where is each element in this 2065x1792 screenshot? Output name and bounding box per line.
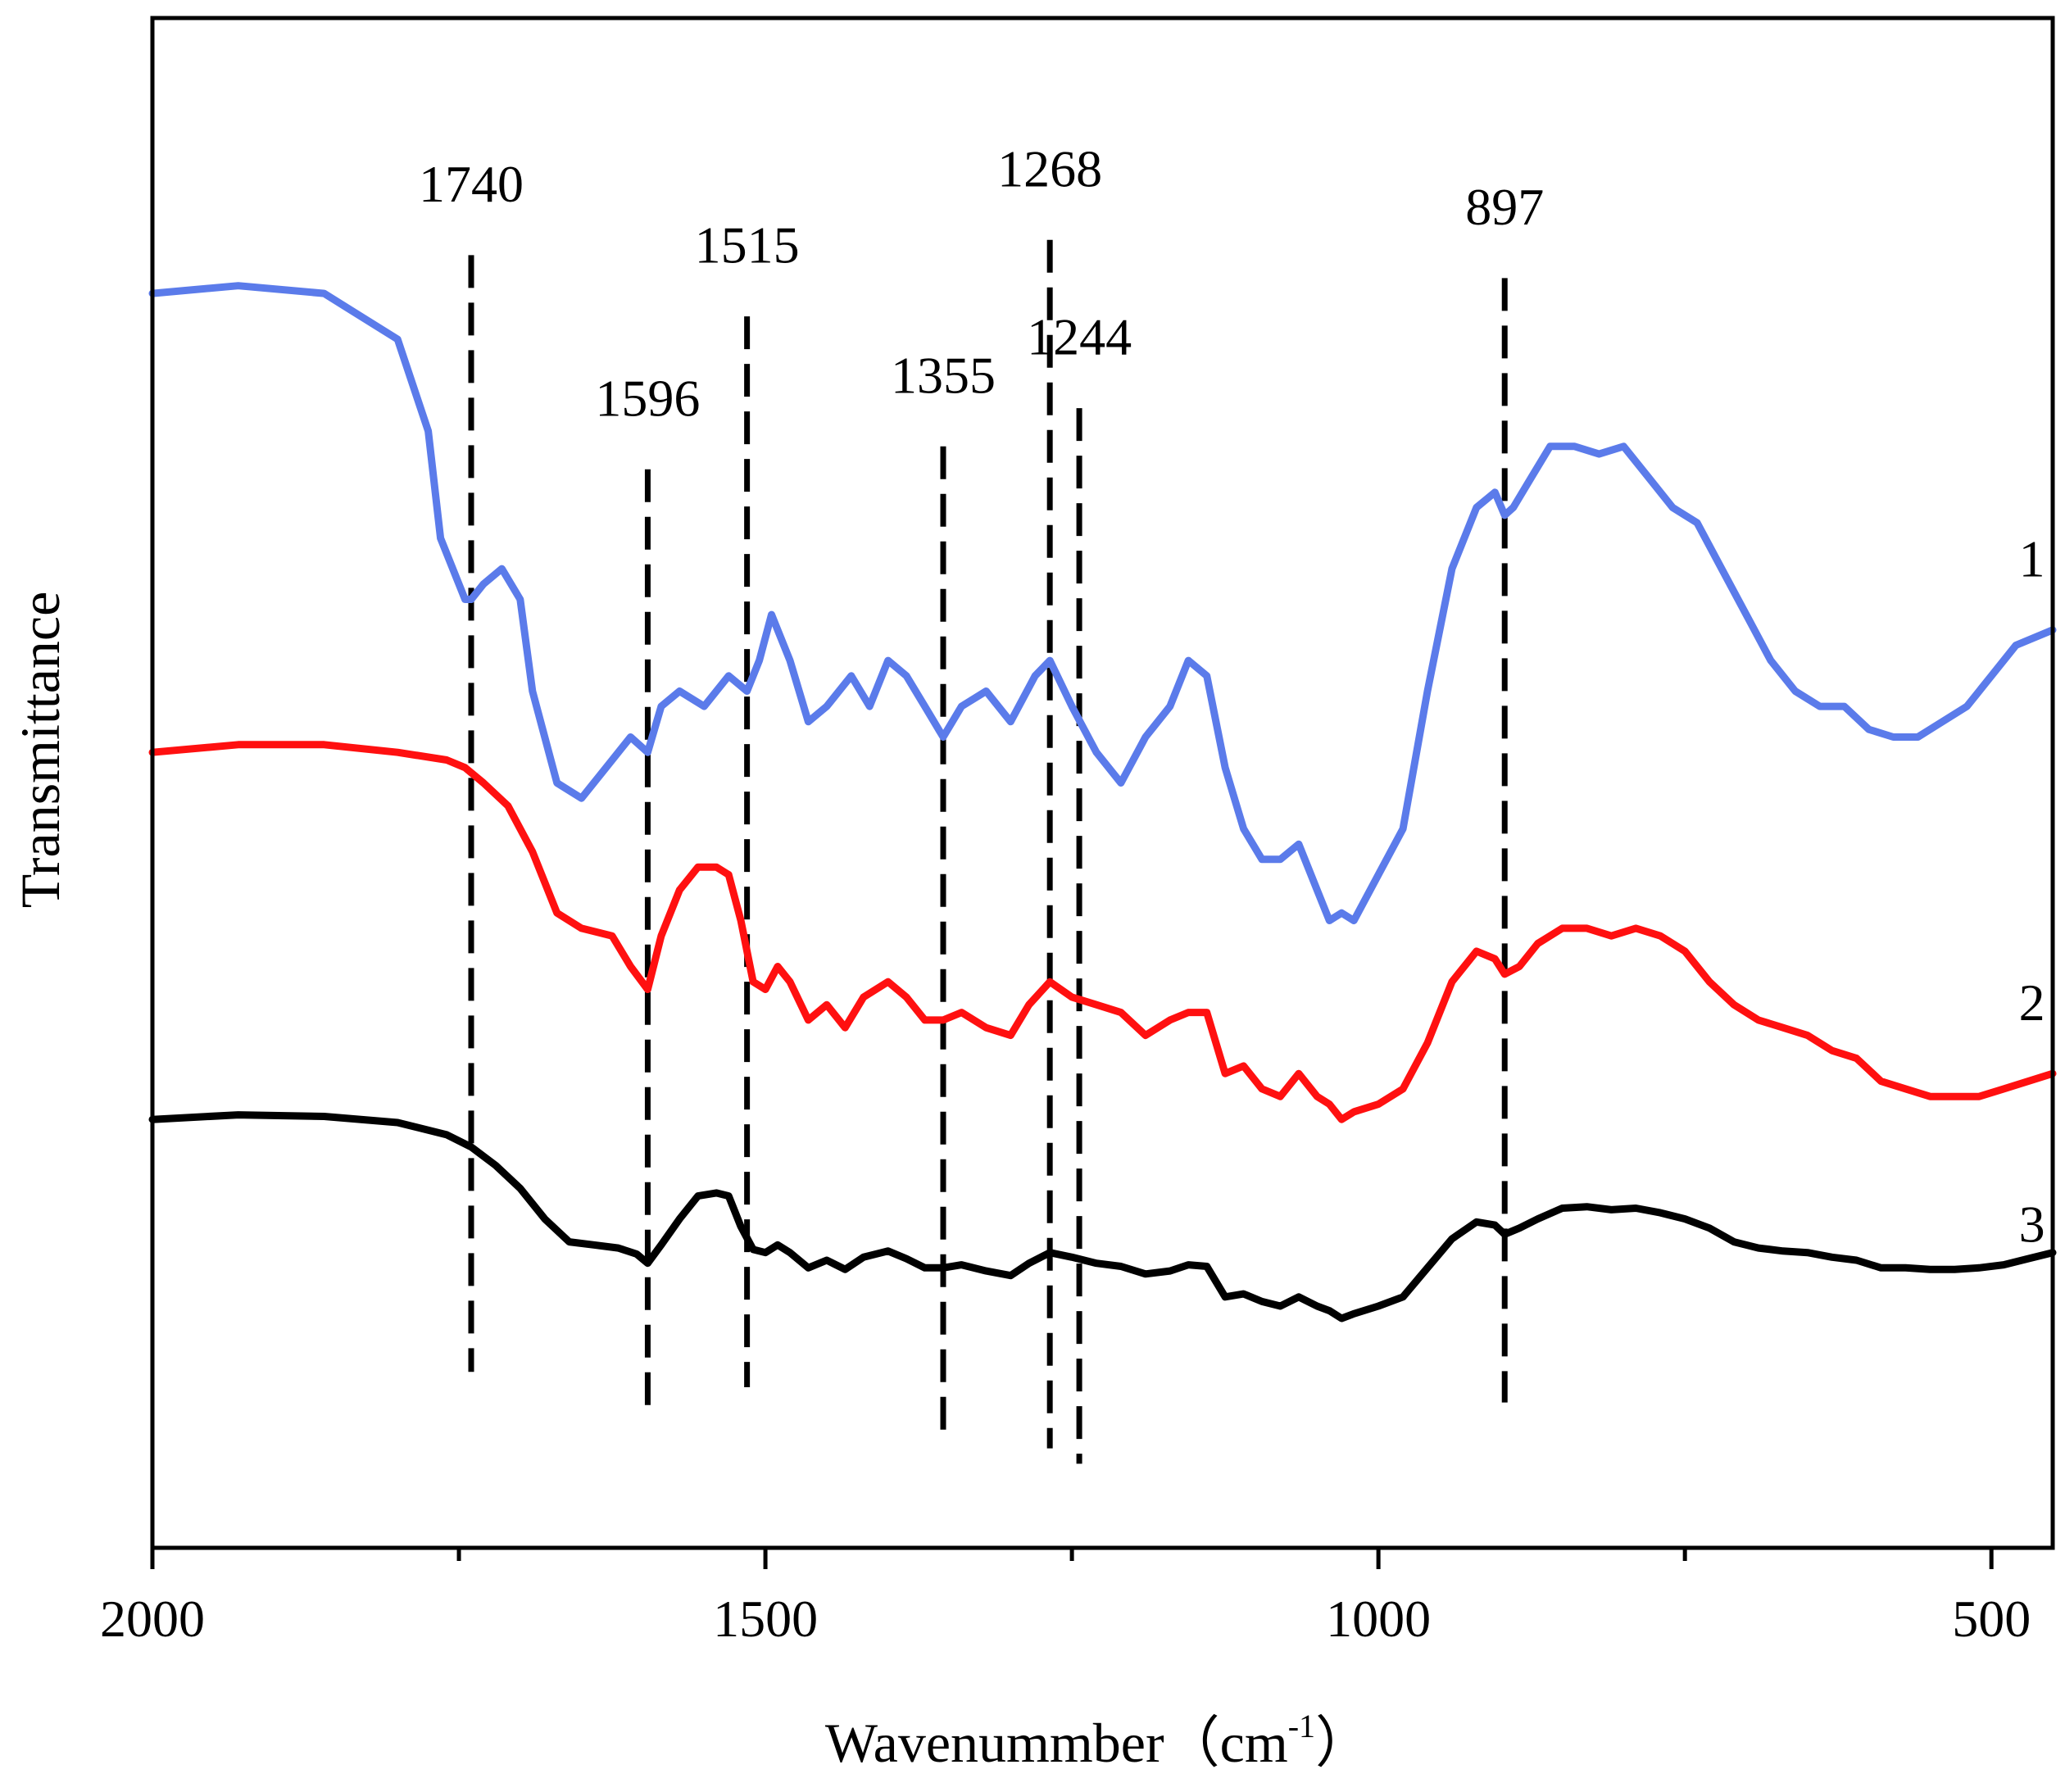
x-axis-tick-labels: 2000 1500 1000 500 bbox=[100, 1590, 2031, 1648]
x-tick-label-500: 500 bbox=[1952, 1590, 2031, 1648]
series-labels: 1 2 3 bbox=[2019, 529, 2045, 1253]
series-line-1 bbox=[148, 282, 2057, 924]
y-axis-title: Transmittance bbox=[9, 592, 71, 909]
x-axis-title-superscript: -1 bbox=[1288, 1708, 1315, 1744]
peak-label-1596: 1596 bbox=[595, 369, 700, 427]
peak-markers: 1740 1596 1515 1355 1268 1244 897 bbox=[419, 139, 1544, 1464]
series-label-2: 2 bbox=[2019, 973, 2045, 1032]
peak-label-1355: 1355 bbox=[891, 346, 996, 404]
series-label-3: 3 bbox=[2019, 1195, 2045, 1254]
plot-frame bbox=[150, 16, 2055, 1550]
x-axis-title: Wavenummber（cm-1） bbox=[825, 1708, 1371, 1774]
peak-label-1515: 1515 bbox=[695, 216, 800, 274]
series-label-1: 1 bbox=[2019, 529, 2045, 588]
x-axis-ticks bbox=[150, 1548, 1994, 1569]
x-axis-title-main: Wavenummber（cm bbox=[825, 1712, 1288, 1774]
peak-label-1740: 1740 bbox=[419, 155, 524, 213]
peak-label-897: 897 bbox=[1465, 178, 1544, 236]
x-axis-title-close: ） bbox=[1315, 1712, 1371, 1774]
series-line-2 bbox=[148, 741, 2057, 1123]
peak-label-1268: 1268 bbox=[997, 139, 1102, 197]
series-lines bbox=[148, 282, 2057, 1322]
x-tick-label-2000: 2000 bbox=[100, 1590, 205, 1648]
x-tick-label-1000: 1000 bbox=[1326, 1590, 1431, 1648]
peak-label-1244: 1244 bbox=[1027, 308, 1132, 366]
series-line-3 bbox=[148, 1111, 2057, 1322]
x-tick-label-1500: 1500 bbox=[713, 1590, 818, 1648]
